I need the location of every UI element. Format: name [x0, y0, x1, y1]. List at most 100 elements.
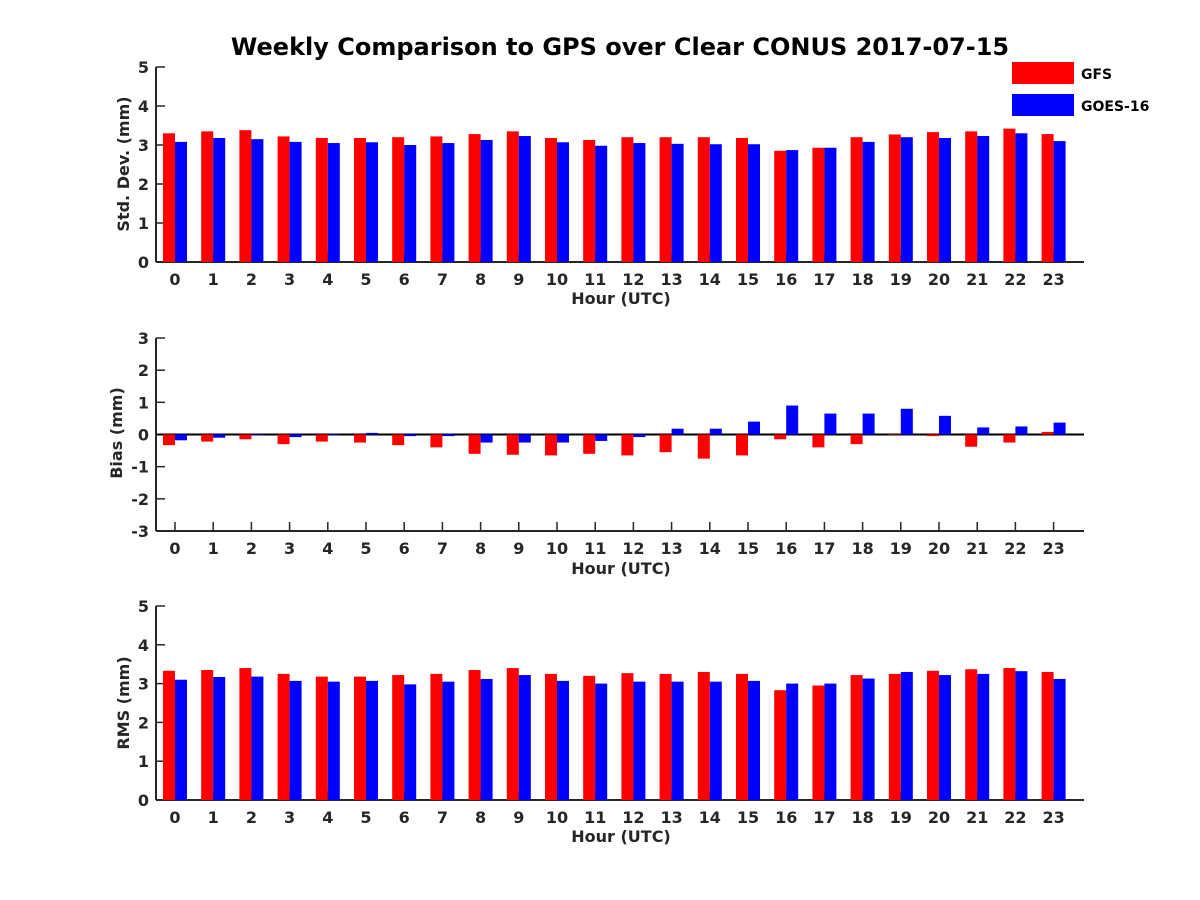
bias-bar-goes16	[709, 428, 722, 435]
bias-ytick-label: 0	[138, 426, 149, 445]
rms-xtick-label: 15	[737, 808, 759, 827]
rms-bar-goes16	[251, 676, 264, 800]
rms-xtick-label: 8	[475, 808, 486, 827]
rms-bar-gfs	[697, 671, 710, 800]
rms-bar-gfs	[545, 673, 557, 800]
rms-bar-gfs	[965, 669, 978, 800]
bias-xtick-label: 8	[475, 539, 486, 558]
bias-bar-gfs	[392, 434, 405, 446]
rms-bar-goes16	[1053, 678, 1066, 800]
stddev-bar-goes16	[633, 143, 646, 262]
bias-xtick-label: 16	[775, 539, 797, 558]
stddev-bar-goes16	[175, 141, 187, 262]
rms-xtick-label: 7	[437, 808, 448, 827]
bias-ytick-label: -3	[131, 522, 149, 541]
rms-bar-goes16	[748, 680, 760, 800]
rms-xtick-label: 17	[813, 808, 835, 827]
rms-bar-gfs	[774, 690, 787, 800]
stddev-bar-gfs	[736, 137, 748, 262]
rms-bars	[163, 668, 1066, 800]
stddev-ytick-label: 0	[138, 253, 149, 272]
stddev-ylabel: Std. Dev. (mm)	[114, 96, 133, 231]
rms-xtick-label: 1	[208, 808, 219, 827]
rms-bar-gfs	[277, 673, 290, 800]
rms-bar-gfs	[201, 670, 214, 800]
rms-xtick-label: 22	[1004, 808, 1026, 827]
rms-xtick-label: 9	[513, 808, 524, 827]
stddev-bar-gfs	[888, 134, 901, 262]
legend-swatch-gfs	[1012, 62, 1074, 84]
rms-bar-goes16	[862, 678, 875, 800]
stddev-bar-goes16	[862, 141, 875, 262]
rms-xtick-label: 10	[546, 808, 568, 827]
stddev-ytick-label: 5	[138, 58, 149, 77]
stddev-bar-gfs	[392, 137, 405, 262]
bias-xtick-label: 9	[513, 539, 524, 558]
bias-xtick-label: 10	[546, 539, 568, 558]
bias-bar-goes16	[442, 434, 455, 437]
rms-bar-gfs	[736, 673, 748, 800]
rms-bar-goes16	[595, 683, 608, 800]
rms-bar-gfs	[888, 673, 901, 800]
stddev-xtick-label: 1	[208, 270, 219, 289]
stddev-xtick-label: 5	[360, 270, 371, 289]
stddev-bar-goes16	[327, 143, 340, 262]
rms-bar-goes16	[900, 671, 913, 800]
rms-bar-goes16	[939, 675, 951, 800]
bias-ylabel: Bias (mm)	[107, 387, 126, 479]
stddev-ytick-label: 2	[138, 175, 149, 194]
rms-bar-gfs	[1041, 671, 1054, 800]
stddev-xtick-label: 9	[513, 270, 524, 289]
stddev-xtick-label: 19	[890, 270, 912, 289]
bias-bar-gfs	[239, 434, 252, 440]
stddev-xtick-label: 4	[322, 270, 333, 289]
bias-bar-gfs	[583, 434, 596, 454]
rms-bar-goes16	[977, 673, 990, 800]
rms-xtick-label: 12	[622, 808, 644, 827]
stddev-xtick-label: 16	[775, 270, 797, 289]
rms-ytick-label: 1	[138, 752, 149, 771]
bias-xtick-label: 0	[169, 539, 180, 558]
stddev-bar-gfs	[659, 137, 672, 262]
stddev-xtick-label: 15	[737, 270, 759, 289]
bias-bar-goes16	[671, 428, 684, 435]
stddev-xtick-label: 10	[546, 270, 568, 289]
bias-bar-gfs	[812, 434, 825, 448]
bias-bar-goes16	[939, 415, 951, 435]
rms-xtick-label: 18	[851, 808, 873, 827]
bias-bar-gfs	[1003, 434, 1016, 443]
stddev-bar-goes16	[671, 143, 684, 262]
bias-bar-goes16	[595, 434, 608, 441]
rms-xtick-label: 0	[169, 808, 180, 827]
bias-xtick-label: 7	[437, 539, 448, 558]
stddev-bar-gfs	[354, 137, 366, 262]
stddev-xtick-label: 12	[622, 270, 644, 289]
stddev-bar-goes16	[251, 139, 264, 262]
bias-bar-goes16	[633, 434, 646, 438]
stddev-bar-goes16	[900, 137, 913, 262]
rms-bar-goes16	[671, 681, 684, 800]
rms-xtick-label: 3	[284, 808, 295, 827]
stddev-xtick-label: 20	[928, 270, 950, 289]
rms-xtick-label: 4	[322, 808, 333, 827]
stddev-bar-gfs	[1003, 128, 1016, 262]
bias-bar-goes16	[900, 408, 913, 435]
bias-bar-goes16	[518, 434, 531, 443]
stddev-bar-goes16	[518, 136, 531, 262]
bias-xtick-label: 4	[322, 539, 333, 558]
rms-bar-gfs	[354, 676, 366, 800]
bias-bar-goes16	[748, 421, 760, 435]
bias-bar-goes16	[327, 433, 340, 435]
rms-bar-gfs	[1003, 668, 1016, 800]
stddev-xtick-label: 3	[284, 270, 295, 289]
bias-xtick-label: 12	[622, 539, 644, 558]
stddev-ytick-label: 1	[138, 214, 149, 233]
bias-bar-gfs	[545, 434, 557, 456]
bias-xtick-label: 3	[284, 539, 295, 558]
bias-ytick-label: 2	[138, 361, 149, 380]
stddev-bar-gfs	[468, 134, 481, 262]
bias-bar-gfs	[201, 434, 214, 442]
stddev-bar-goes16	[595, 145, 608, 262]
